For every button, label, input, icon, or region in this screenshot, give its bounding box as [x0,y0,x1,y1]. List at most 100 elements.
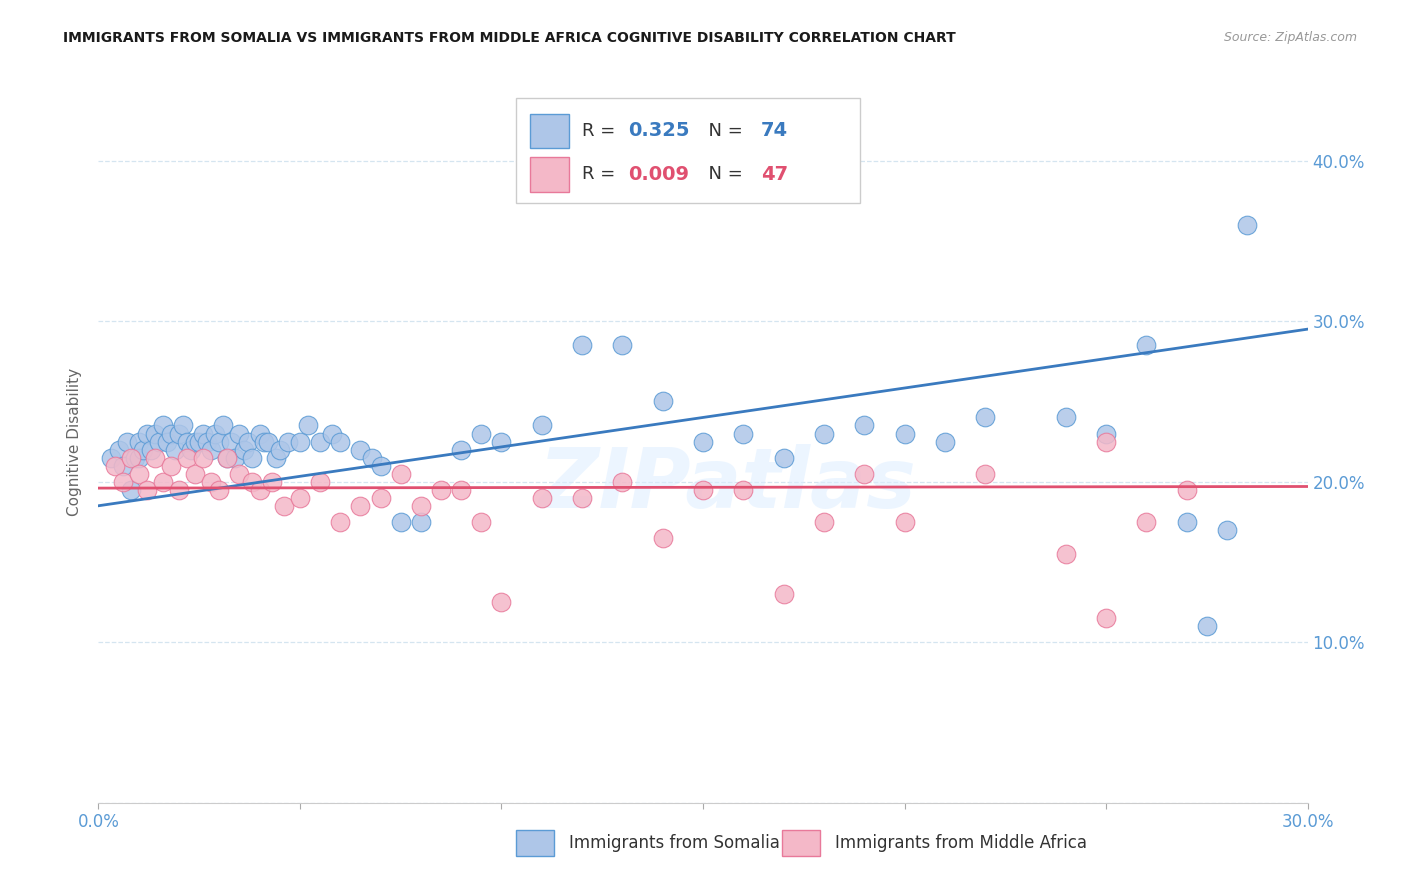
Text: Immigrants from Somalia: Immigrants from Somalia [569,833,780,852]
Point [530,418,553,433]
Point [224,450,246,465]
Point [195,434,218,449]
Point [1095,426,1118,441]
Point [167,483,190,497]
Point [264,450,287,465]
Point [1095,611,1118,625]
Text: R =: R = [582,122,621,140]
Point [1236,218,1258,232]
Point [260,475,283,489]
Point [450,483,472,497]
Point [491,595,513,609]
Point [772,450,794,465]
Point [184,467,207,481]
Point [107,442,129,457]
Point [329,434,352,449]
Point [349,442,371,457]
Point [160,426,183,441]
Point [128,434,150,449]
Text: 0.325: 0.325 [628,121,689,140]
Text: N =: N = [697,165,748,183]
Point [612,475,634,489]
Point [200,475,222,489]
Point [530,491,553,505]
FancyBboxPatch shape [530,113,569,148]
Point [120,483,142,497]
Point [389,515,412,529]
Point [1216,523,1239,537]
Text: 0.009: 0.009 [628,165,689,184]
Point [571,491,593,505]
Point [733,483,755,497]
Point [1054,410,1077,425]
Point [370,458,392,473]
Point [228,467,250,481]
Point [156,434,179,449]
Point [273,499,295,513]
Point [1195,619,1218,633]
Point [184,434,207,449]
Text: 74: 74 [761,121,789,140]
Point [193,450,215,465]
Point [651,531,673,545]
Point [120,450,142,465]
Point [813,426,835,441]
Point [370,491,392,505]
Point [1095,434,1118,449]
Point [288,491,311,505]
Point [204,426,226,441]
FancyBboxPatch shape [530,157,569,192]
Point [217,450,239,465]
Point [297,418,319,433]
Text: 47: 47 [761,165,789,184]
Point [152,475,174,489]
Point [232,442,254,457]
Point [128,450,150,465]
Point [176,434,198,449]
Y-axis label: Cognitive Disability: Cognitive Disability [67,368,83,516]
Point [167,426,190,441]
Point [692,483,714,497]
Point [974,467,997,481]
Point [115,434,138,449]
Point [1175,515,1198,529]
Point [361,450,384,465]
Point [249,483,271,497]
Point [309,475,332,489]
Point [193,426,215,441]
Point [934,434,956,449]
Text: Source: ZipAtlas.com: Source: ZipAtlas.com [1223,31,1357,45]
Point [1135,515,1157,529]
Point [269,442,291,457]
Point [128,467,150,481]
Point [208,434,231,449]
Point [176,450,198,465]
FancyBboxPatch shape [516,98,860,203]
Point [143,426,166,441]
Point [148,434,170,449]
Point [349,499,371,513]
Point [180,442,202,457]
Point [853,418,876,433]
Point [111,458,134,473]
Point [893,426,915,441]
Point [1135,338,1157,352]
Point [893,515,915,529]
Point [692,434,714,449]
Point [103,458,125,473]
Point [1054,547,1077,561]
Point [321,426,343,441]
Point [253,434,276,449]
Point [409,515,432,529]
Point [217,450,239,465]
Point [236,434,259,449]
Point [143,450,166,465]
Text: ZIPatlas: ZIPatlas [538,444,917,525]
Point [200,442,222,457]
Point [277,434,299,449]
Text: Immigrants from Middle Africa: Immigrants from Middle Africa [835,833,1087,852]
Point [409,499,432,513]
Point [651,394,673,409]
Point [470,515,492,529]
Point [100,450,122,465]
